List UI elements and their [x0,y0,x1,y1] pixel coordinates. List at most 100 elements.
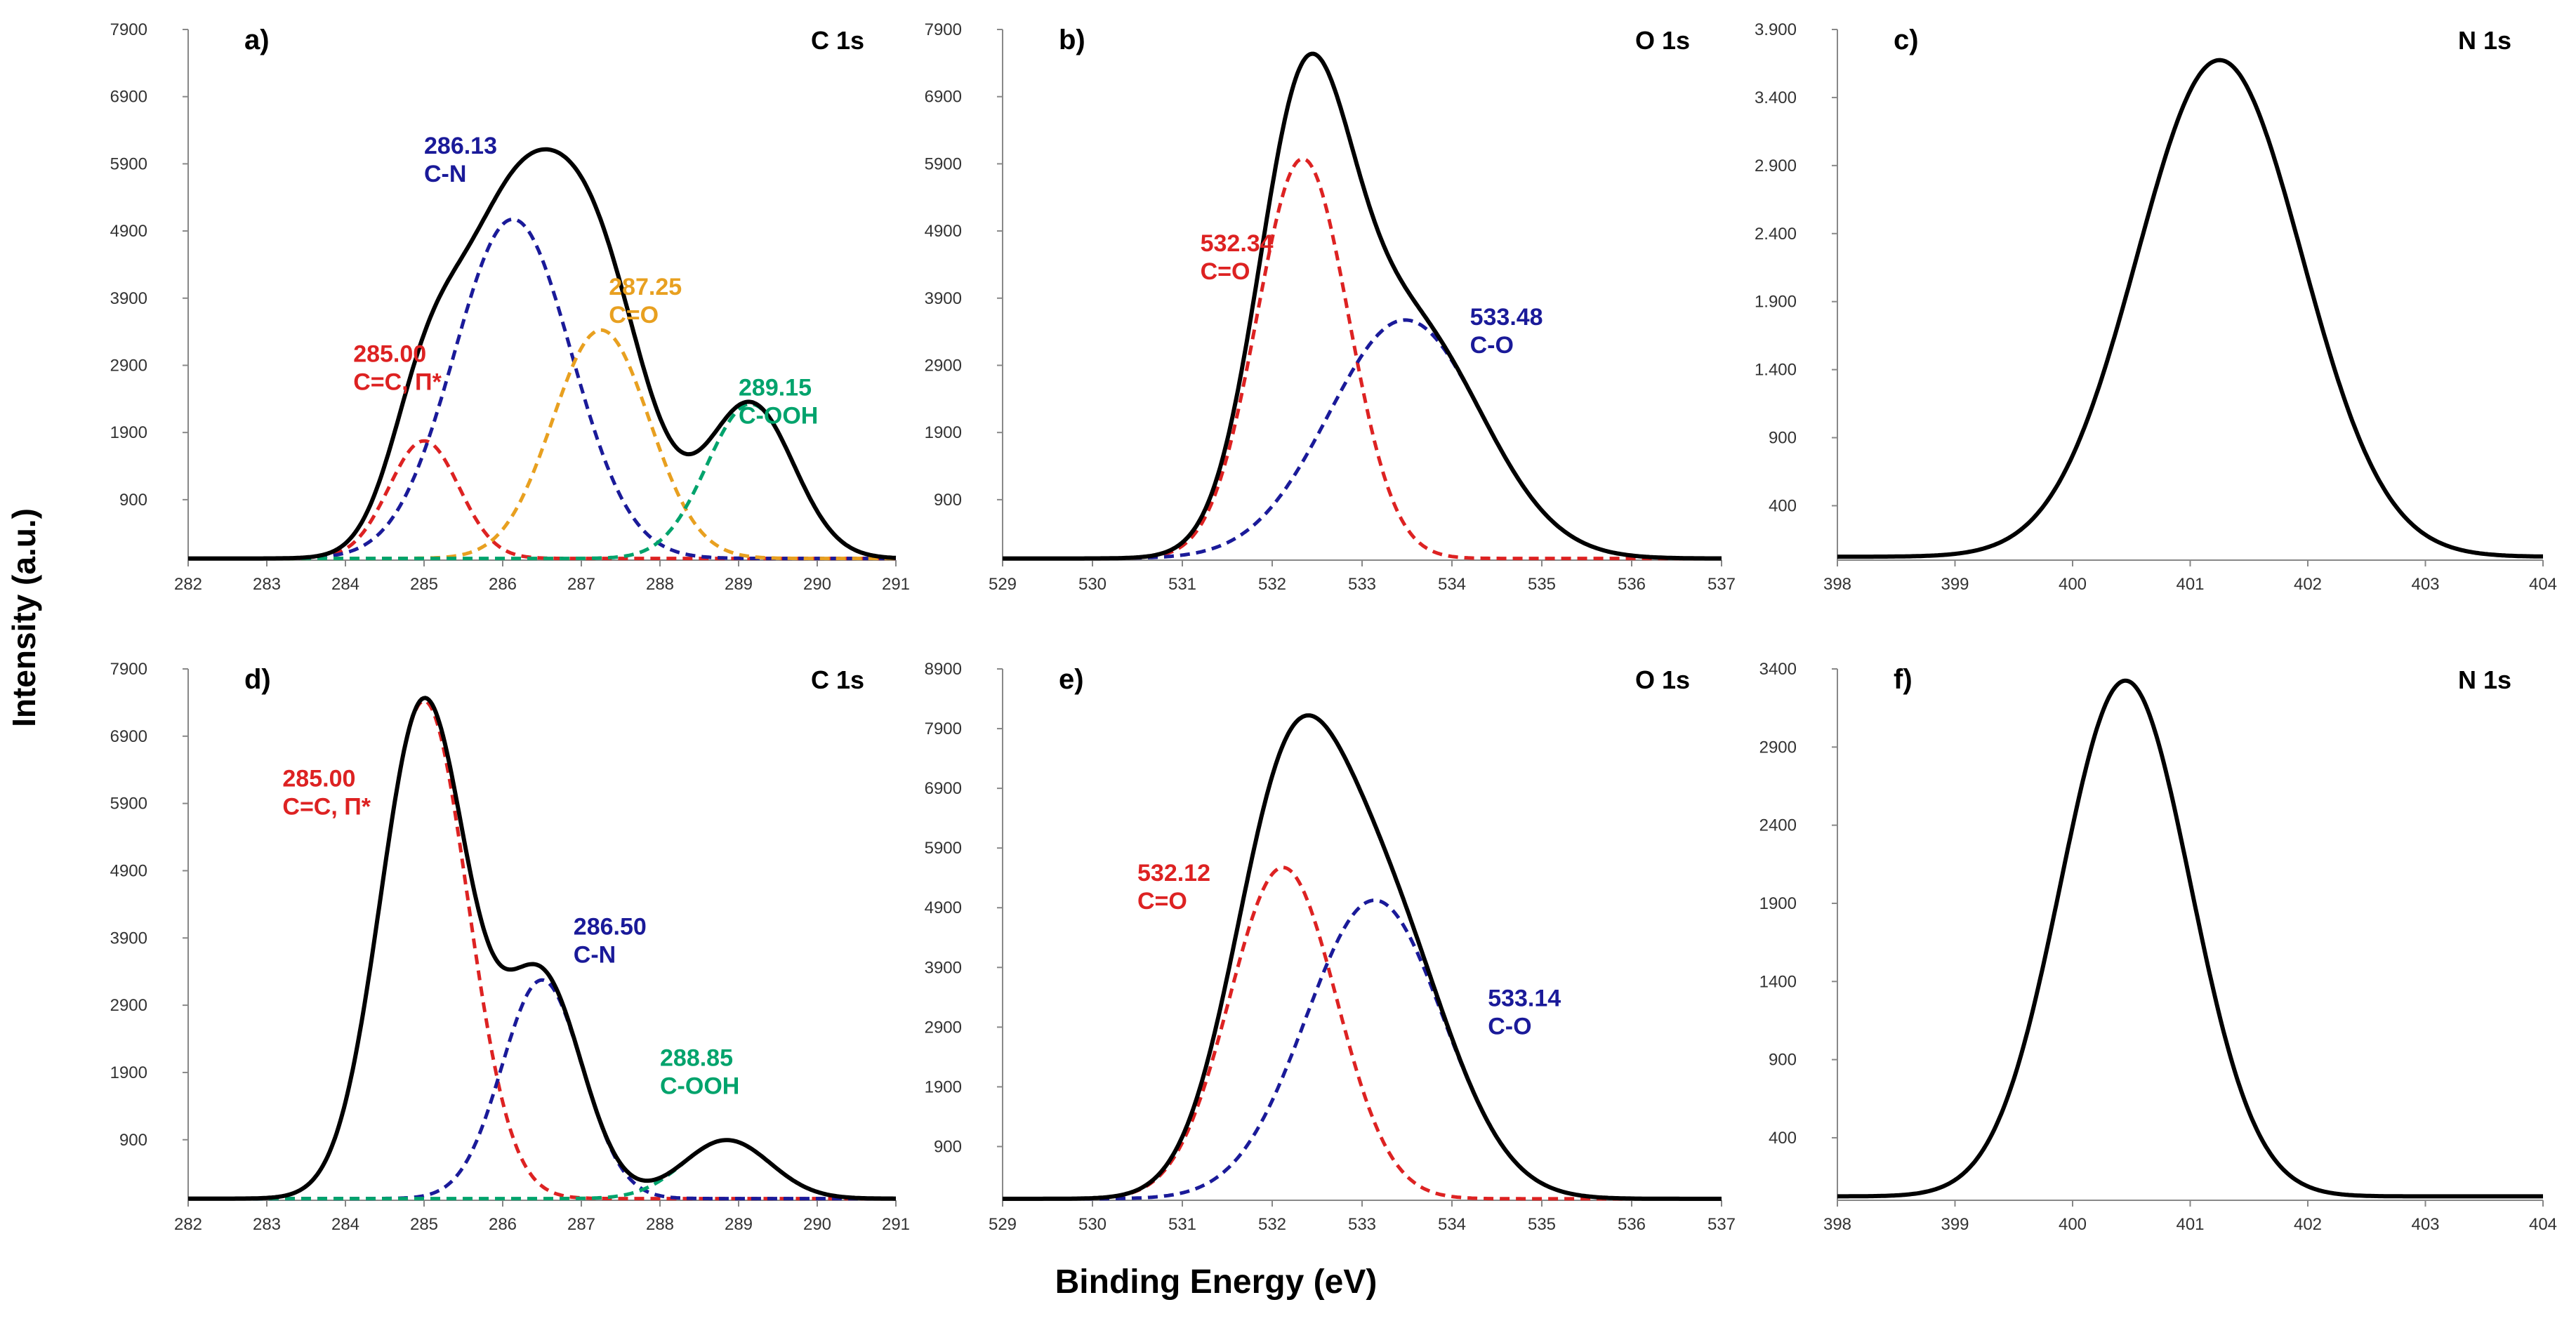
x-tick-label: 535 [1528,1215,1556,1234]
x-tick-label: 536 [1618,1215,1646,1234]
y-tick-label: 8900 [925,660,962,679]
peak-assignment-label: C-O [1470,332,1514,359]
x-tick-label: 398 [1823,1215,1851,1234]
y-tick-label: 1900 [925,423,962,442]
y-tick-label: 3900 [925,958,962,977]
x-tick-label: 403 [2411,575,2439,594]
y-tick-label: 400 [1769,496,1797,515]
peak-assignment-label: C=O [1201,258,1250,285]
x-tick-label: 401 [2176,1215,2204,1234]
peak-value-label: 287.25 [609,274,682,300]
y-tick-label: 1900 [925,1077,962,1096]
peak-assignment-label: C=C, Π* [353,369,442,396]
x-tick-label: 530 [1078,1215,1107,1234]
panel-e: 529 530 531 532 533 534 535 536 537 900 1900 2900 39… [925,660,1736,1234]
x-tick-label: 403 [2411,1215,2439,1234]
y-tick-label: 2400 [1759,816,1797,835]
y-tick-label: 3.900 [1755,20,1797,39]
x-tick-label: 400 [2059,1215,2087,1234]
x-tick-label: 402 [2294,1215,2322,1234]
envelope-curve [188,696,896,1201]
x-tick-label: 399 [1941,575,1969,594]
panel-title: C 1s [811,665,864,694]
y-tick-label: 2900 [925,1018,962,1037]
x-tick-label: 537 [1708,1215,1736,1234]
panel-a: 282 283 284 285 286 287 288 289 290 291 900 1900 290… [110,20,910,594]
peak-value-label: 286.50 [574,914,647,941]
x-tick-label: 290 [803,575,831,594]
y-tick-label: 5900 [925,154,962,173]
peak-value-label: 285.00 [282,766,355,792]
y-tick-label: 7900 [110,660,147,679]
panel-label: d) [244,664,271,695]
y-tick-label: 1900 [110,423,147,442]
x-tick-label: 291 [882,575,910,594]
x-tick-label: 535 [1528,575,1556,594]
x-tick-label: 282 [174,575,202,594]
peak-value-label: 285.00 [353,341,426,368]
y-tick-label: 5900 [110,154,147,173]
x-tick-label: 286 [489,1215,517,1234]
y-tick-label: 1400 [1759,972,1797,991]
y-tick-label: 3900 [110,929,147,948]
panels-container: 282 283 284 285 286 287 288 289 290 291 900 1900 290… [110,20,2557,1234]
x-tick-label: 288 [646,575,674,594]
y-tick-label: 6900 [925,88,962,107]
y-tick-label: 6900 [110,727,147,746]
y-tick-label: 5900 [110,795,147,814]
component-curve-blue [1003,898,1722,1201]
x-tick-label: 284 [331,1215,359,1234]
panel-d: 282 283 284 285 286 287 288 289 290 291 900 1900 290… [110,660,910,1234]
peak-value-label: 532.34 [1201,230,1274,257]
y-tick-label: 2900 [925,356,962,375]
x-tick-label: 289 [725,1215,753,1234]
y-tick-label: 900 [119,491,147,510]
x-tick-label: 531 [1168,575,1196,594]
component-curve-blue [1003,318,1722,561]
x-tick-label: 529 [989,575,1017,594]
panel-title: C 1s [811,26,864,55]
peak-assignment-label: C-O [1488,1014,1531,1040]
panel-f: 398 399 400 401 402 403 404 400 900 1400 1900 2400 2… [1759,660,2557,1234]
peak-value-label: 532.12 [1137,860,1210,887]
x-tick-label: 531 [1168,1215,1196,1234]
x-tick-label: 534 [1438,575,1466,594]
x-tick-label: 290 [803,1215,831,1234]
x-tick-label: 399 [1941,1215,1969,1234]
y-tick-label: 7900 [925,719,962,738]
y-tick-label: 400 [1769,1129,1797,1148]
x-tick-label: 533 [1348,575,1376,594]
y-tick-label: 2900 [1759,738,1797,757]
peak-assignment-label: C=C, Π* [282,794,371,821]
x-tick-label: 398 [1823,575,1851,594]
y-tick-label: 2.400 [1755,225,1797,244]
y-tick-label: 6900 [925,779,962,798]
x-tick-label: 285 [410,575,438,594]
x-tick-label: 537 [1708,575,1736,594]
panel-label: e) [1059,664,1084,695]
x-tick-label: 404 [2529,1215,2557,1234]
y-tick-label: 1.400 [1755,361,1797,380]
y-tick-label: 3400 [1759,660,1797,679]
y-tick-label: 2900 [110,356,147,375]
y-tick-label: 900 [1769,429,1797,448]
x-tick-label: 285 [410,1215,438,1234]
y-tick-label: 3.400 [1755,88,1797,107]
y-tick-label: 5900 [925,839,962,858]
y-tick-label: 4900 [110,222,147,241]
y-tick-label: 900 [1769,1051,1797,1070]
x-tick-label: 532 [1258,575,1286,594]
x-tick-label: 286 [489,575,517,594]
peak-value-label: 289.15 [739,375,812,401]
x-tick-label: 402 [2294,575,2322,594]
envelope-curve [1003,51,1722,561]
y-tick-label: 900 [934,491,962,510]
component-curve-red [1003,157,1722,561]
y-tick-label: 4900 [110,861,147,880]
envelope-curve [1837,678,2543,1199]
x-tick-label: 536 [1618,575,1646,594]
x-tick-label: 529 [989,1215,1017,1234]
y-tick-label: 1.900 [1755,293,1797,312]
peak-value-label: 288.85 [660,1044,733,1071]
panel-c: 398 399 400 401 402 403 404 400 900 1.400 1.900 2.4… [1755,20,2557,594]
